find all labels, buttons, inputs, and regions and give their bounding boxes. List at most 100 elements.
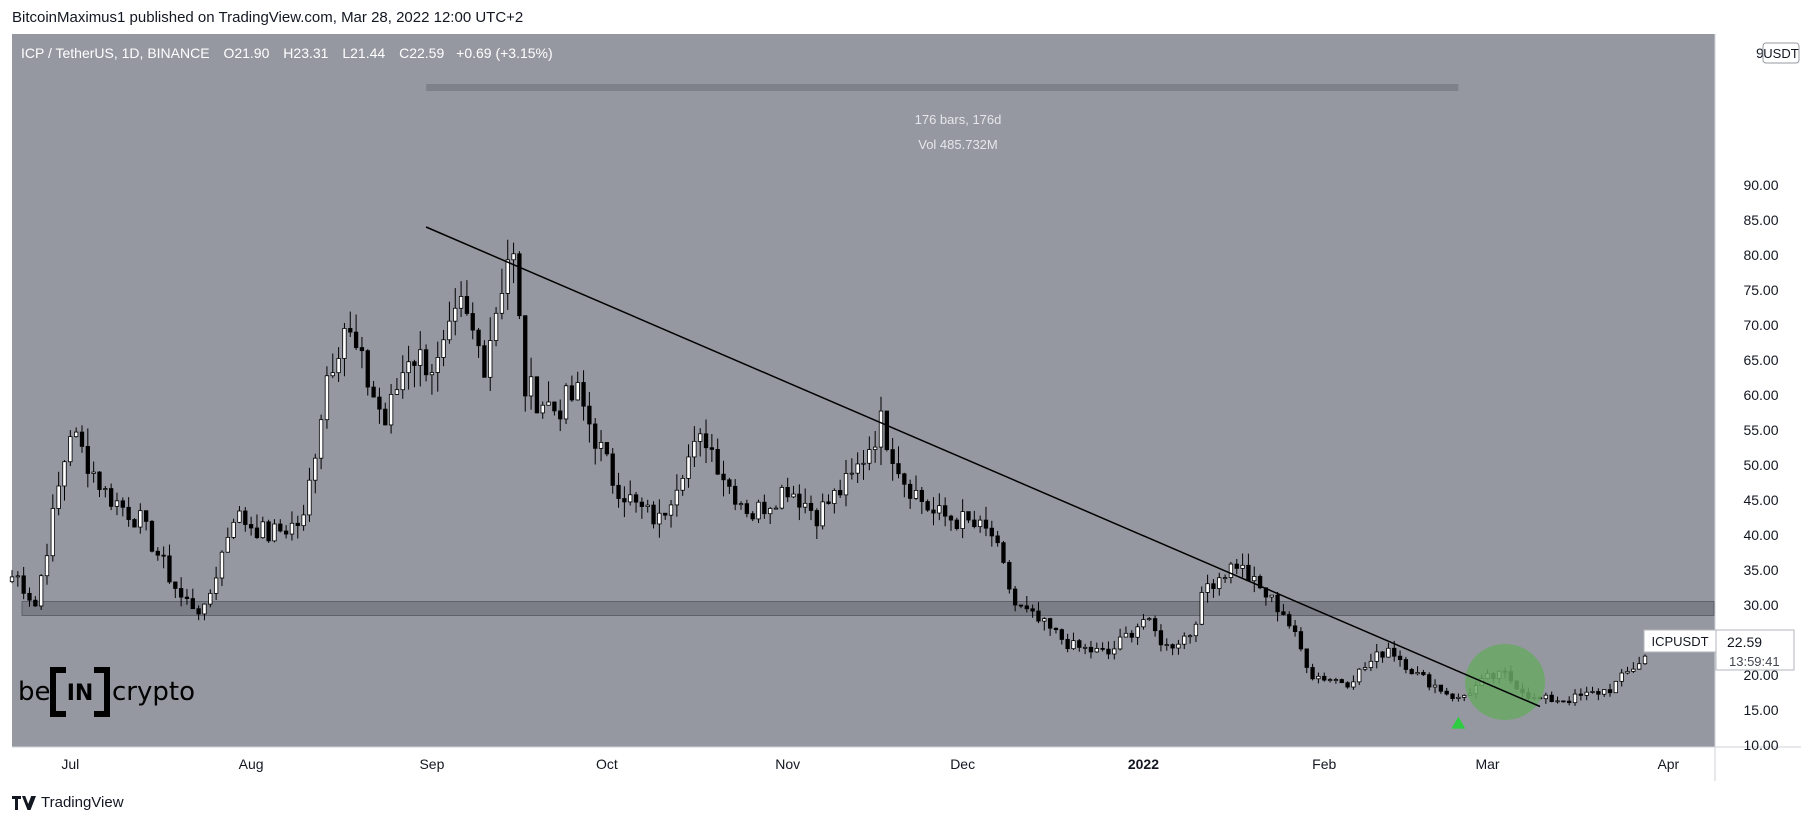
candle-body xyxy=(1001,542,1006,563)
candle-body xyxy=(348,328,353,333)
bottom-arrow xyxy=(1451,716,1466,729)
candle-body xyxy=(1018,604,1024,607)
candle-body xyxy=(639,501,645,507)
candles xyxy=(9,239,1648,706)
candle-body xyxy=(1287,614,1292,627)
candle-body xyxy=(295,522,300,527)
candle-body xyxy=(447,320,452,341)
candle-body xyxy=(143,510,149,522)
candle-body xyxy=(610,453,615,486)
candle-body xyxy=(1578,693,1584,696)
candle-body xyxy=(429,372,435,376)
candle-body xyxy=(581,382,586,407)
price-tick-label: 45.00 xyxy=(1743,492,1778,508)
candle-body xyxy=(1456,696,1461,699)
candle-body xyxy=(750,513,755,520)
range-bars-label: 176 bars, 176d xyxy=(915,112,1002,127)
time-tick-label: Aug xyxy=(239,756,264,772)
candle-body xyxy=(756,501,761,520)
candle-body xyxy=(832,490,837,504)
candle-body xyxy=(733,485,738,505)
candle-body xyxy=(528,376,534,397)
range-bar xyxy=(426,84,1459,91)
candle-body xyxy=(838,490,843,496)
candle-body xyxy=(902,473,907,485)
candle-body xyxy=(85,446,90,474)
candle-body xyxy=(808,502,814,511)
candle-body xyxy=(960,511,965,529)
candle-body xyxy=(569,385,575,401)
last-price-countdown: 13:59:41 xyxy=(1729,654,1780,669)
candle-body xyxy=(161,554,166,557)
candle-body xyxy=(1269,594,1274,598)
candle-body xyxy=(1053,627,1059,631)
candle-body xyxy=(1252,576,1257,582)
candle-body xyxy=(1094,647,1099,653)
candle-body xyxy=(33,599,38,607)
candle-body xyxy=(540,404,545,414)
candle-body xyxy=(1392,647,1397,657)
candle-body xyxy=(79,431,85,447)
candle-body xyxy=(1409,669,1414,675)
candle-body xyxy=(173,581,178,589)
candle-body xyxy=(103,488,108,490)
candle-body xyxy=(9,576,15,583)
measure-range-bar xyxy=(426,84,1459,91)
candle-body xyxy=(1613,680,1619,694)
candle-body xyxy=(744,503,750,515)
candle-body xyxy=(313,457,318,481)
support-zone xyxy=(21,601,1715,616)
candle-body xyxy=(768,508,773,515)
candle-body xyxy=(1217,577,1222,589)
candle-body xyxy=(803,502,808,508)
candle-body xyxy=(552,401,557,412)
currency-badge[interactable]: 9 USDT xyxy=(1756,42,1800,64)
candle-body xyxy=(1450,693,1455,699)
plot-background xyxy=(12,34,1715,747)
candle-body xyxy=(278,523,283,532)
candle-body xyxy=(1222,577,1228,579)
candle-body xyxy=(779,487,784,509)
last-price-label: ICPUSDT 22.59 13:59:41 xyxy=(1643,629,1795,671)
descending-trendline[interactable] xyxy=(425,226,1541,708)
price-tick-label: 90.00 xyxy=(1743,177,1778,193)
candle-body xyxy=(132,519,137,528)
candle-body xyxy=(272,523,277,542)
candle-body xyxy=(1024,605,1029,610)
tradingview-footer[interactable]: TradingView xyxy=(12,794,124,811)
last-price-symbol: ICPUSDT xyxy=(1651,634,1708,649)
candle-body xyxy=(1339,679,1344,684)
trendline[interactable] xyxy=(425,226,1541,708)
candle-body xyxy=(1631,668,1636,672)
currency-badge-label: USDT xyxy=(1763,46,1798,61)
candle-body xyxy=(1158,630,1164,646)
last-price-value: 22.59 xyxy=(1727,634,1762,650)
candle-body xyxy=(1374,651,1379,662)
candle-body xyxy=(406,361,411,374)
candle-body xyxy=(1543,694,1549,700)
low-label: L xyxy=(342,45,350,61)
high-label: H xyxy=(283,45,293,61)
candle-body xyxy=(453,307,458,322)
candle-body xyxy=(1141,619,1146,628)
candle-body xyxy=(435,357,440,373)
candle-body xyxy=(972,519,977,528)
candle-body xyxy=(1257,576,1263,589)
candle-body xyxy=(908,483,913,499)
candle-body xyxy=(1123,632,1129,638)
candle-body xyxy=(149,520,155,552)
candle-body xyxy=(225,537,230,553)
candle-body xyxy=(703,433,709,449)
candle-body xyxy=(289,522,295,535)
candle-body xyxy=(622,498,627,503)
candle-body xyxy=(1182,635,1187,645)
price-tick-label: 35.00 xyxy=(1743,562,1778,578)
candle-body xyxy=(919,490,924,502)
candle-body xyxy=(1082,646,1088,649)
price-tick-label: 80.00 xyxy=(1743,247,1778,263)
candle-body xyxy=(884,410,889,451)
candle-body xyxy=(283,530,289,535)
time-tick-label: Sep xyxy=(419,756,444,772)
price-tick-label: 10.00 xyxy=(1743,737,1778,753)
